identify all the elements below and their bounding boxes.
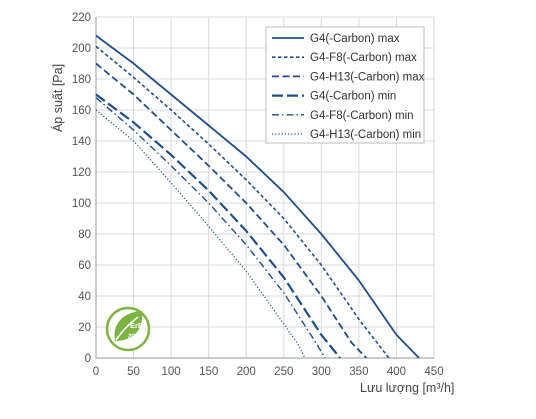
legend-label-1: G4-F8(-Carbon) max (310, 52, 417, 64)
y-tick-label: 100 (72, 198, 91, 210)
y-tick-label: 80 (78, 229, 91, 241)
x-tick-label: 150 (199, 366, 218, 378)
y-tick-label: 140 (72, 136, 91, 148)
series-line-2 (95, 62, 368, 359)
legend-label-3: G4(-Carbon) min (310, 91, 396, 103)
x-tick-label: 450 (424, 366, 443, 378)
y-tick-label: 220 (72, 12, 91, 24)
series-line-1 (95, 45, 390, 359)
y-tick-label: 0 (85, 353, 91, 365)
legend: G4(-Carbon) max G4-F8(-Carbon) max G4-H13(… (265, 26, 425, 144)
x-tick-label: 0 (93, 366, 99, 378)
x-tick-label: 400 (387, 366, 406, 378)
legend-box (265, 26, 425, 144)
x-tick-label: 200 (237, 366, 256, 378)
x-tick-label: 100 (162, 366, 181, 378)
x-tick-labels: 0 50 100 150 200 250 300 350 400 450 (93, 366, 444, 378)
legend-label-5: G4-H13(-Carbon) min (310, 129, 421, 141)
y-tick-label: 120 (72, 167, 91, 179)
x-tick-label: 50 (127, 366, 140, 378)
series-lines (95, 34, 420, 359)
y-tick-label: 200 (72, 43, 91, 55)
y-axis-label: Áp suất [Pa] (50, 64, 65, 132)
legend-label-4: G4-F8(-Carbon) min (310, 110, 414, 122)
series-line-4 (95, 97, 326, 359)
x-tick-label: 250 (274, 366, 293, 378)
y-tick-label: 160 (72, 105, 91, 117)
y-tick-labels: 0 20 40 60 80 100 120 140 160 180 200 220 (72, 12, 91, 365)
series-line-3 (95, 93, 341, 359)
axes (95, 17, 434, 359)
legend-label-2: G4-H13(-Carbon) max (310, 71, 425, 83)
y-tick-label: 60 (78, 260, 91, 272)
series-line-5 (95, 109, 306, 359)
x-tick-label: 300 (312, 366, 331, 378)
x-axis-label: Lưu lượng [m³/h] (360, 381, 454, 395)
erp-badge: ErP 2018 (105, 306, 151, 352)
leaf-vein (115, 316, 139, 341)
y-tick-label: 20 (78, 322, 91, 334)
y-tick-label: 180 (72, 74, 91, 86)
erp-label: ErP (130, 321, 143, 330)
erp-year: 2018 (128, 334, 142, 340)
y-tick-label: 40 (78, 291, 91, 303)
legend-label-0: G4(-Carbon) max (310, 33, 400, 45)
series-line-0 (95, 34, 420, 359)
x-tick-label: 350 (349, 366, 368, 378)
